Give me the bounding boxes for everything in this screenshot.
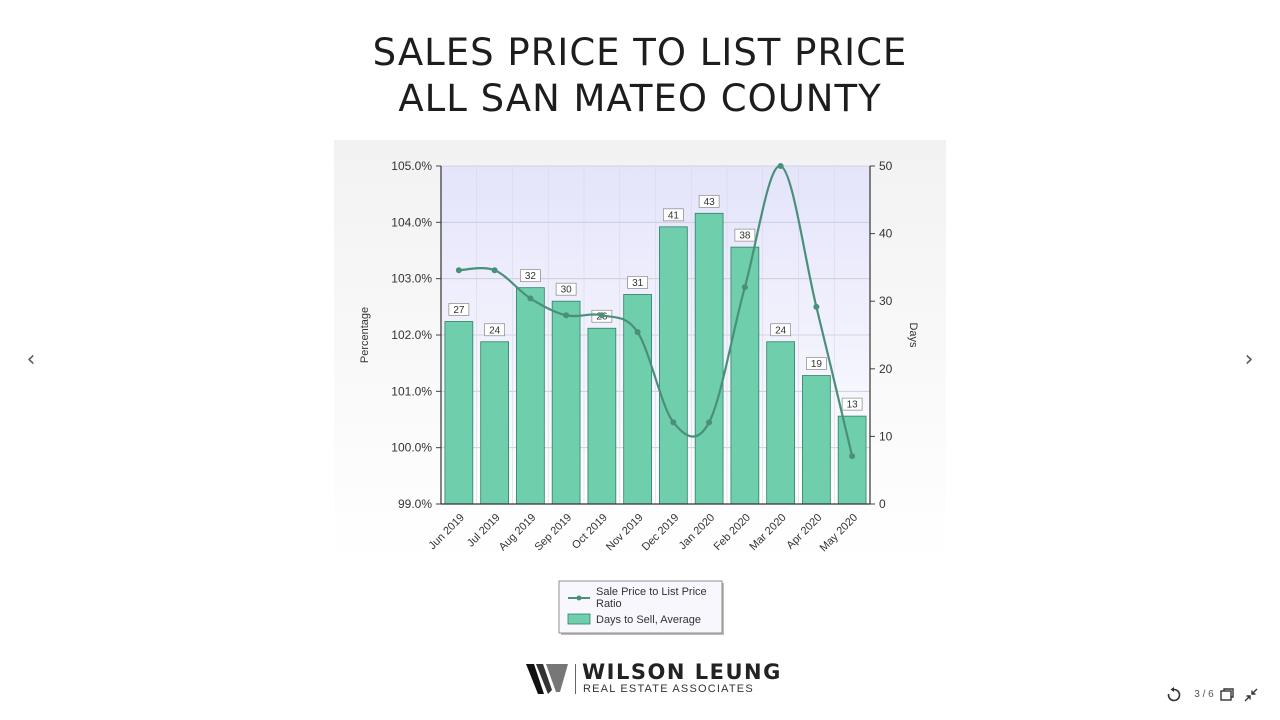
company-logo: WILSON LEUNG REAL ESTATE ASSOCIATES (526, 660, 780, 700)
y-left-tick-label: 103.0% (391, 272, 432, 286)
data-label-box (806, 357, 827, 370)
bar-days-to-sell (837, 415, 867, 505)
bar-days-to-sell (802, 375, 831, 505)
x-tick-label: Feb 2020 (712, 512, 753, 553)
data-label-box (698, 194, 720, 208)
y-left-tick-label: 99.0% (398, 497, 432, 511)
data-label-box (520, 269, 541, 283)
bar-data-label: 32 (525, 271, 537, 282)
previous-slide-button[interactable]: ‹ (16, 344, 46, 376)
collapse-icon (1244, 688, 1258, 702)
bar-data-label: 27 (453, 305, 465, 316)
legend-label-days: Days to Sell, Average (596, 614, 701, 626)
bar-days-to-sell (659, 226, 688, 505)
x-tick-label: Dec 2019 (640, 512, 682, 554)
legend-label-ratio: Sale Price to List Price Ratio (596, 586, 707, 610)
bar-days-to-sell (766, 341, 795, 505)
line-sale-price-ratio (458, 164, 854, 457)
y-right-tick-label: 30 (879, 294, 893, 308)
bar-days-to-sell (623, 294, 652, 505)
line-point (813, 303, 820, 310)
data-label-box (841, 397, 863, 411)
replay-button[interactable] (1166, 684, 1186, 706)
line-point (670, 419, 677, 426)
y-left-tick-label: 100.0% (391, 441, 432, 455)
line-point (598, 312, 605, 319)
window-icon (1220, 688, 1234, 701)
bar-days-to-sell (694, 212, 724, 505)
replay-icon (1167, 687, 1181, 702)
bar-data-label: 31 (632, 278, 644, 289)
data-label-box (770, 323, 791, 337)
logo-divider (575, 664, 576, 694)
legend-bar-swatch (567, 613, 591, 625)
line-point (527, 295, 534, 302)
y-left-tick-label: 102.0% (391, 328, 432, 342)
data-label-box (734, 228, 756, 242)
chart-panel: 105.0% 104.0% 103.0% 102.0% 101.0% 100.0% 99.0… (334, 140, 946, 640)
bar-data-label: 41 (668, 210, 680, 221)
x-tick-label: Jan 2020 (677, 512, 717, 552)
x-tick-label: May 2020 (818, 512, 861, 555)
bar-days-to-sell (480, 341, 509, 505)
y-left-axis-title: Percentage (359, 307, 371, 363)
y-right-axis-title: Days (907, 322, 919, 348)
next-slide-button[interactable]: › (1234, 344, 1264, 376)
bar-data-label: 24 (489, 325, 501, 336)
line-point (741, 284, 748, 291)
legend-label-ratio-line1: Sale Price to List Price (596, 586, 707, 598)
combo-chart: 105.0% 104.0% 103.0% 102.0% 101.0% 100.0% 99.0… (359, 159, 919, 635)
y-left-tick-label: 104.0% (391, 215, 432, 229)
bar-data-label: 24 (775, 325, 787, 336)
logo-subtitle: REAL ESTATE ASSOCIATES (583, 683, 754, 695)
logo-name: WILSON LEUNG (582, 660, 782, 684)
x-tick-label: Jun 2019 (427, 512, 467, 552)
line-point (455, 267, 462, 274)
data-label-box (627, 276, 648, 289)
y-left-tick-label: 105.0% (391, 159, 432, 173)
y-right-tick-label: 20 (879, 362, 893, 376)
x-tick-label: Aug 2019 (497, 512, 539, 554)
chevron-right-icon: › (1244, 347, 1254, 372)
y-left-tick-label: 101.0% (391, 384, 432, 398)
bar-data-label: 13 (847, 400, 859, 411)
bar-days-to-sell (516, 287, 545, 505)
line-point (634, 329, 641, 336)
slideshow-controls: 3 / 6 (1164, 684, 1274, 708)
logo-mark-icon (526, 664, 568, 694)
slide-title: SALES PRICE TO LIST PRICE ALL SAN MATEO … (0, 30, 1280, 122)
x-tick-label: Sep 2019 (532, 512, 574, 554)
y-right-tick-label: 0 (879, 497, 886, 511)
slide-title-line-1: SALES PRICE TO LIST PRICE (372, 31, 908, 74)
data-label-box (484, 323, 505, 337)
bar-data-label: 19 (811, 359, 823, 370)
y-right-tick-label: 50 (879, 159, 893, 173)
data-label-box (663, 208, 684, 222)
x-tick-label: Nov 2019 (604, 512, 646, 554)
line-point (563, 312, 570, 319)
slide-counter: 3 / 6 (1194, 689, 1214, 700)
slide-title-line-2: ALL SAN MATEO COUNTY (398, 77, 882, 120)
bar-days-to-sell (551, 300, 581, 505)
y-right-tick-label: 40 (879, 227, 893, 241)
line-point (849, 453, 856, 460)
bar-data-label: 43 (704, 197, 716, 208)
bar-data-label: 30 (561, 285, 573, 296)
x-tick-label: Mar 2020 (747, 512, 788, 553)
line-point (706, 419, 713, 426)
exit-fullscreen-button[interactable] (1244, 684, 1262, 706)
bar-data-label: 38 (739, 231, 751, 242)
bar-days-to-sell (444, 321, 474, 505)
line-point (777, 163, 784, 169)
chevron-left-icon: ‹ (26, 347, 36, 372)
y-right-tick-label: 10 (879, 429, 893, 443)
data-label-box (448, 303, 470, 316)
data-label-box (555, 282, 577, 296)
window-button[interactable] (1220, 684, 1238, 706)
legend-label-ratio-line2: Ratio (596, 598, 622, 610)
bar-days-to-sell (587, 327, 617, 505)
line-point (491, 267, 498, 274)
legend-line-marker (576, 595, 582, 601)
